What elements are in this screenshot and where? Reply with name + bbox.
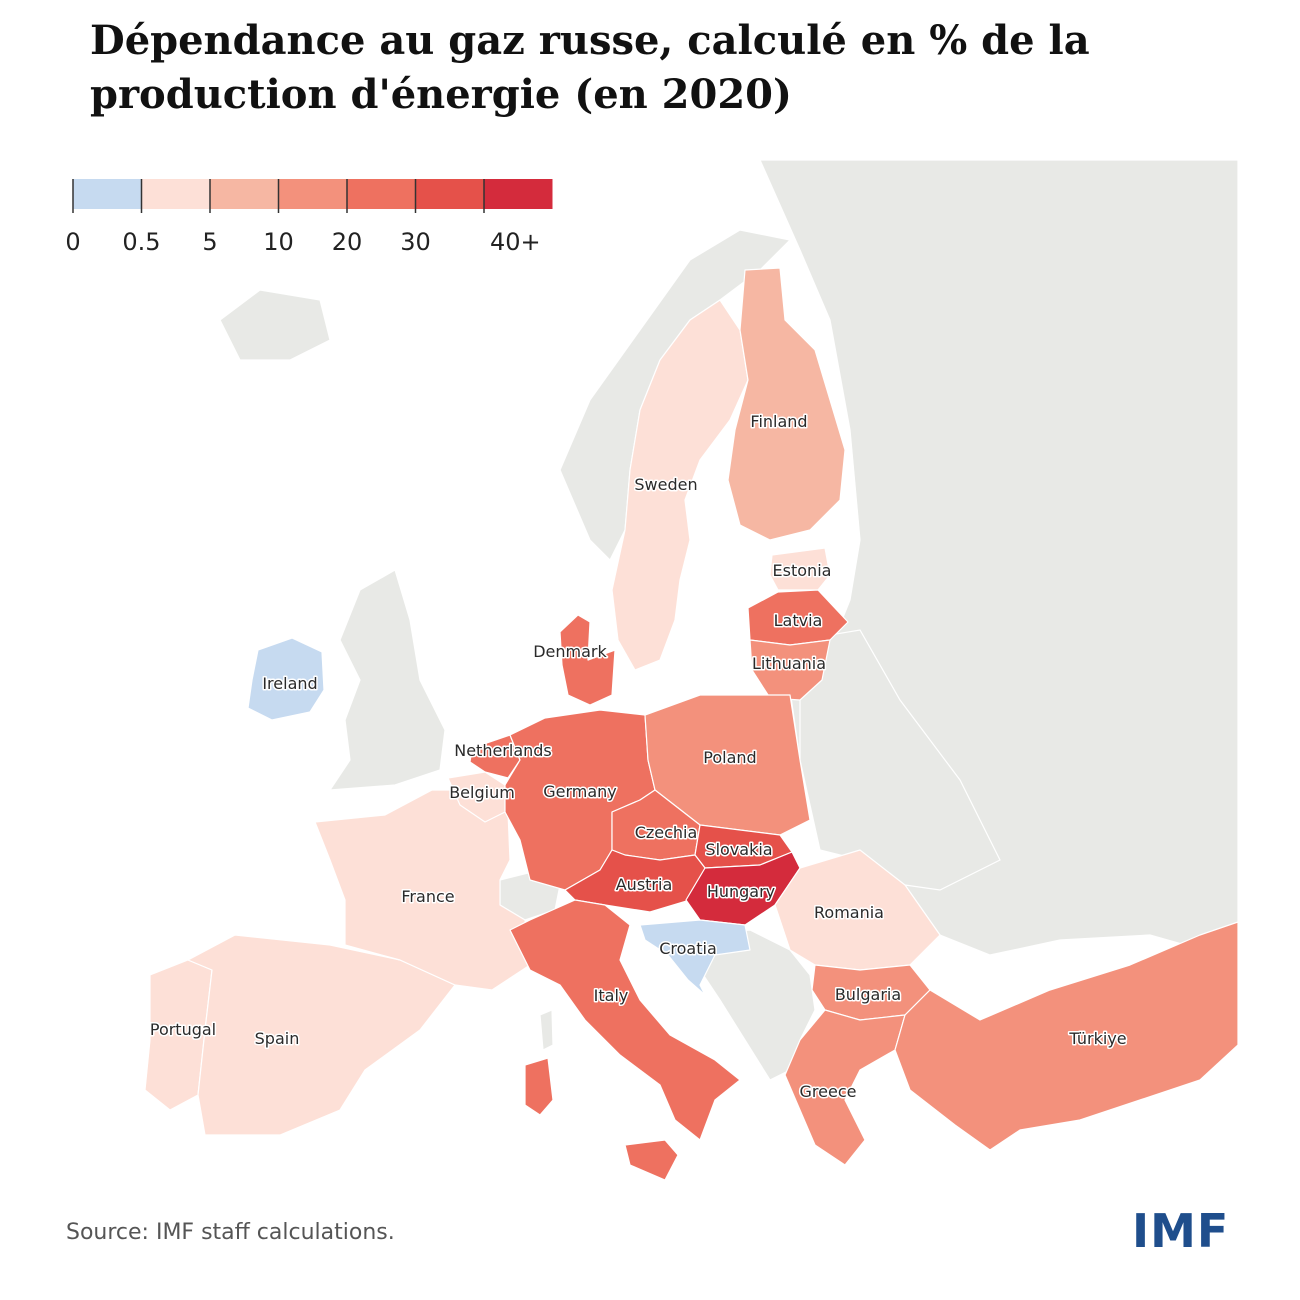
legend-swatch <box>278 179 347 209</box>
country-turkiye[interactable] <box>894 921 1239 1151</box>
label-estonia: Estonia <box>773 561 832 580</box>
legend-swatches <box>73 179 553 209</box>
land-iceland <box>219 289 331 361</box>
country-italy[interactable] <box>509 899 741 1141</box>
label-romania: Romania <box>814 903 884 922</box>
label-denmark: Denmark <box>533 642 607 661</box>
legend-tick-label: 30 <box>400 228 431 256</box>
land-uk <box>328 569 446 791</box>
legend-ticks: 0 0.5 5 10 20 30 40+ <box>65 179 541 256</box>
label-czechia: Czechia <box>635 823 698 842</box>
legend-swatch <box>73 179 142 209</box>
label-netherlands: Netherlands <box>454 741 552 760</box>
map-title-line-1: Dépendance au gaz russe, calculé en % de… <box>90 17 1090 64</box>
background-land <box>219 159 1239 1081</box>
legend-tick-label: 20 <box>332 228 363 256</box>
label-sweden: Sweden <box>634 475 697 494</box>
imf-logo: IMF <box>1132 1204 1230 1258</box>
country-sardinia[interactable] <box>524 1057 554 1116</box>
legend-tick-label: 5 <box>202 228 217 256</box>
country-sweden[interactable] <box>611 299 749 671</box>
country-ireland[interactable] <box>247 637 325 721</box>
legend-swatch <box>484 179 553 209</box>
country-labels: Ireland Portugal Spain France Belgium Ne… <box>148 411 1128 1103</box>
label-hungary: Hungary <box>707 882 775 901</box>
label-austria: Austria <box>616 875 673 894</box>
label-portugal: Portugal <box>150 1020 216 1039</box>
country-croatia[interactable] <box>639 919 751 996</box>
country-sicily[interactable] <box>624 1139 679 1181</box>
legend-swatch <box>141 179 210 209</box>
land-belarus-ukraine <box>799 629 1001 891</box>
legend-swatch <box>415 179 484 209</box>
country-greece[interactable] <box>784 1009 906 1166</box>
legend-swatch <box>347 179 416 209</box>
label-latvia: Latvia <box>774 611 823 630</box>
label-belgium: Belgium <box>449 783 515 802</box>
label-germany: Germany <box>543 782 617 801</box>
land-corsica <box>539 1009 554 1051</box>
legend-tick-label: 0.5 <box>122 228 160 256</box>
map-title: Dépendance au gaz russe, calculé en % de… <box>90 14 1190 122</box>
country-spain[interactable] <box>187 934 456 1136</box>
label-poland: Poland <box>703 748 756 767</box>
label-turkiye: Türkiye <box>1068 1029 1126 1048</box>
legend: 0 0.5 5 10 20 30 40+ <box>65 179 553 256</box>
label-ireland: Ireland <box>262 674 317 693</box>
label-slovakia: Slovakia <box>705 840 772 859</box>
label-spain: Spain <box>255 1029 300 1048</box>
label-croatia: Croatia <box>659 939 717 958</box>
label-bulgaria: Bulgaria <box>835 985 901 1004</box>
legend-swatch <box>210 179 279 209</box>
label-greece: Greece <box>800 1082 857 1101</box>
countries <box>144 267 1239 1181</box>
label-lithuania: Lithuania <box>752 654 826 673</box>
legend-tick-label: 0 <box>65 228 80 256</box>
label-italy: Italy <box>594 986 629 1005</box>
legend-tick-label: 40+ <box>490 228 541 256</box>
country-denmark[interactable] <box>559 614 616 706</box>
source-note: Source: IMF staff calculations. <box>66 1220 395 1245</box>
label-france: France <box>401 887 454 906</box>
country-finland[interactable] <box>727 267 846 541</box>
legend-tick-label: 10 <box>263 228 294 256</box>
label-finland: Finland <box>750 412 807 431</box>
country-lithuania[interactable] <box>749 639 831 701</box>
map-title-line-2: production d'énergie (en 2020) <box>90 71 792 118</box>
